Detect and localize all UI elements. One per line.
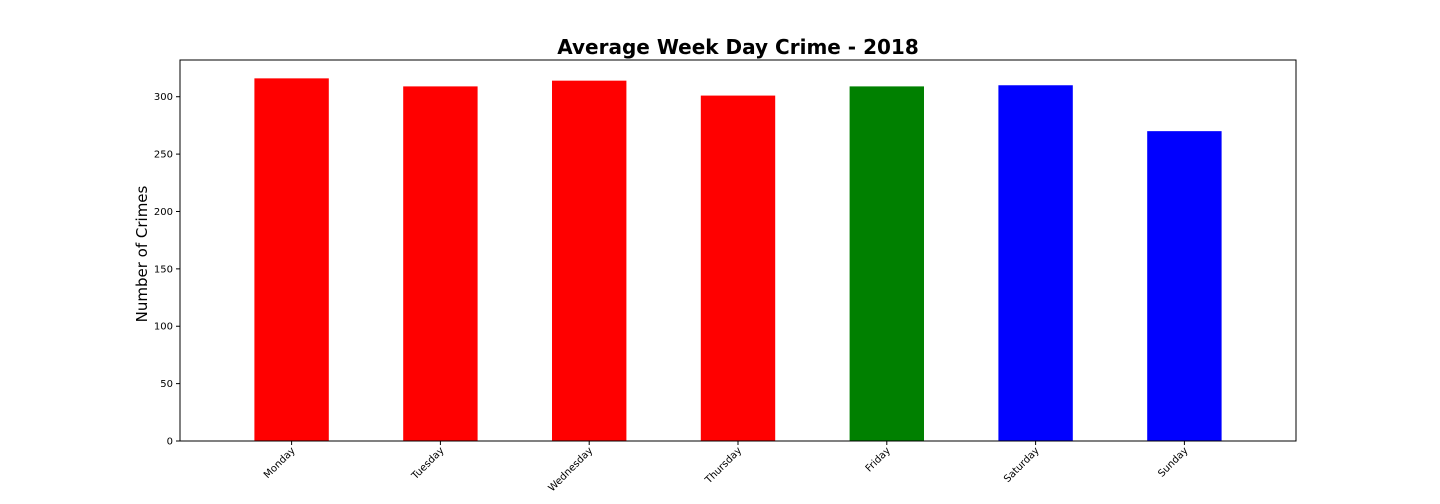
bar-friday [849, 86, 924, 441]
y-tick-label: 50 [160, 379, 173, 390]
bars-layer [254, 78, 1222, 442]
bar-tuesday [403, 86, 478, 441]
x-tick-label-tuesday: Tuesday [409, 445, 446, 482]
bar-wednesday [552, 80, 627, 441]
bar-monday [254, 78, 329, 442]
y-axis-ticks: 0 50 100 150 200 250 300 [154, 92, 180, 448]
y-axis-label: Number of Crimes [133, 185, 151, 322]
y-tick-label: 0 [167, 437, 173, 448]
y-tick-label: 100 [154, 322, 173, 333]
y-tick-label: 200 [154, 207, 173, 218]
y-tick-label: 250 [154, 150, 173, 161]
x-tick-label-saturday: Saturday [1002, 445, 1042, 485]
x-tick-label-thursday: Thursday [703, 445, 744, 486]
x-tick-label-friday: Friday [864, 445, 893, 474]
x-axis-ticks: Monday Tuesday Wednesday Thursday Friday Satu… [262, 441, 1191, 494]
bar-thursday [700, 95, 776, 441]
x-tick-label-wednesday: Wednesday [547, 445, 596, 494]
x-tick-label-sunday: Sunday [1156, 445, 1190, 479]
x-tick-label-monday: Monday [262, 445, 298, 481]
chart-title: Average Week Day Crime - 2018 [557, 35, 918, 59]
y-tick-label: 300 [154, 92, 173, 103]
bar-saturday [998, 85, 1073, 441]
y-tick-label: 150 [154, 264, 173, 275]
bar-sunday [1147, 131, 1222, 441]
plot-area-frame [179, 59, 1297, 442]
